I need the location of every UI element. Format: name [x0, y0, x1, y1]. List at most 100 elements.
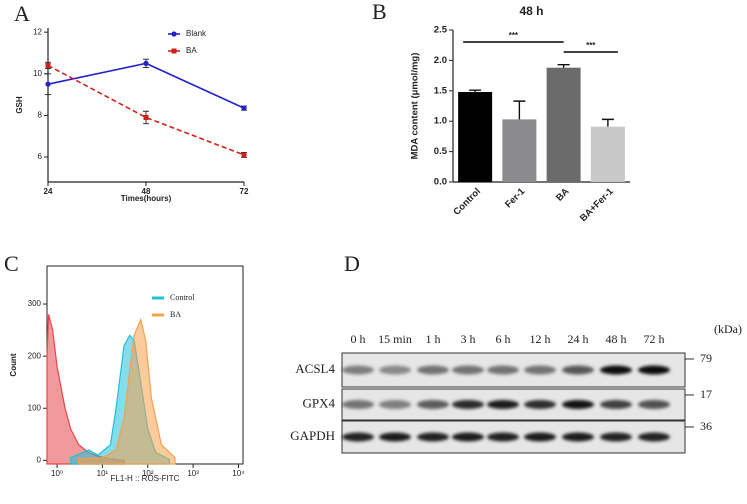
y-tick-label: 6	[38, 152, 43, 161]
significance-label: ***	[586, 41, 596, 50]
marker-label: 17	[700, 387, 712, 401]
y-tick-label: 12	[33, 27, 42, 36]
blot-band	[487, 365, 519, 375]
blot-band	[562, 432, 594, 442]
y-axis-title: GSH	[15, 96, 24, 114]
blot-band	[600, 432, 632, 442]
bar	[458, 92, 493, 182]
point	[241, 105, 247, 111]
x-axis-title: Times(hours)	[121, 194, 172, 203]
lane-label: 0 h	[351, 332, 366, 346]
lane-label: 1 h	[426, 332, 441, 346]
legend-marker	[171, 48, 177, 54]
marker-label: 79	[700, 351, 712, 365]
blot-band	[524, 400, 556, 409]
point	[143, 114, 149, 120]
y-tick-label: 0	[37, 455, 42, 464]
y-axis-title: Count	[9, 353, 18, 376]
blot-band	[379, 400, 411, 409]
lane-label: 12 h	[530, 332, 551, 346]
x-tick-label: 10⁴	[232, 469, 245, 478]
significance-label: ***	[509, 31, 519, 40]
legend-label: BA	[170, 310, 181, 319]
lane-label: 6 h	[496, 332, 511, 346]
x-tick-label: Fer-1	[503, 186, 528, 211]
x-tick-label: BA+Fer-1	[578, 186, 616, 224]
bar	[502, 119, 537, 182]
blot-band	[379, 365, 411, 375]
x-tick-label: 10⁰	[51, 469, 63, 478]
legend-marker	[171, 31, 177, 37]
blot-band	[524, 365, 556, 375]
y-tick-label: 300	[28, 299, 42, 308]
blot-band	[638, 365, 670, 375]
marker-label: 36	[700, 419, 712, 433]
blot-band	[452, 400, 484, 409]
line	[47, 64, 245, 156]
blot-band	[452, 365, 484, 375]
row-label: GAPDH	[290, 428, 335, 443]
legend-label: Blank	[186, 29, 207, 38]
point	[45, 81, 51, 87]
error-bar	[469, 89, 482, 93]
y-tick-label: 2.0	[434, 55, 447, 66]
blot-band	[342, 432, 374, 442]
error-bar	[557, 63, 570, 68]
x-tick-label: 72	[240, 187, 249, 196]
blot-band	[562, 365, 594, 375]
line	[47, 62, 245, 109]
blot-band	[638, 400, 670, 409]
blot-band	[417, 400, 449, 409]
blot-band	[600, 400, 632, 409]
panel-label: A	[14, 1, 30, 26]
blot-band	[342, 400, 374, 409]
y-tick-label: 200	[28, 351, 42, 360]
y-tick-label: 0.0	[434, 177, 447, 188]
y-axis-title: MDA content (μmol/mg)	[410, 53, 421, 160]
x-tick-label: 10²	[142, 469, 154, 478]
row-label: GPX4	[302, 395, 335, 410]
bar	[546, 67, 581, 182]
panel-label: D	[344, 251, 360, 276]
row-label: ACSL4	[295, 361, 335, 376]
blot-band	[417, 432, 449, 442]
x-tick-label: 24	[44, 187, 53, 196]
blot-band	[452, 432, 484, 442]
y-tick-label: 10	[33, 69, 42, 78]
point	[241, 152, 247, 158]
blot-band	[562, 400, 594, 409]
panel-label: B	[372, 0, 387, 24]
point	[143, 60, 149, 66]
blot-band	[600, 365, 632, 375]
point	[45, 62, 51, 68]
lane-label: 48 h	[606, 332, 627, 346]
y-tick-label: 1.5	[434, 85, 448, 96]
x-tick-label: 10¹	[97, 469, 109, 478]
legend-label: Control	[170, 293, 195, 302]
error-bar	[601, 118, 614, 127]
error-bar	[513, 100, 526, 120]
blot-band	[487, 432, 519, 442]
x-tick-label: BA	[554, 186, 572, 204]
y-tick-label: 2.5	[434, 25, 448, 36]
panel-label: C	[4, 251, 19, 276]
x-axis-title: FL1-H :: ROS-FITC	[111, 474, 180, 483]
blot-band	[524, 432, 556, 442]
blot-band	[487, 400, 519, 409]
x-tick-label: 10³	[187, 469, 199, 478]
lane-label: 15 min	[378, 332, 412, 346]
y-tick-label: 100	[28, 403, 42, 412]
histogram-area	[78, 317, 176, 465]
blot-band	[342, 365, 374, 375]
lane-label: 72 h	[644, 332, 665, 346]
y-tick-label: 8	[38, 111, 43, 120]
blot-band	[379, 432, 411, 442]
x-tick-label: Control	[451, 186, 483, 218]
lane-label: 3 h	[461, 332, 476, 346]
chart-title: 48 h	[519, 4, 543, 18]
y-tick-label: 1.0	[434, 116, 447, 127]
blot-band	[417, 365, 449, 375]
legend-label: BA	[186, 46, 197, 55]
x-tick-label: 48	[142, 187, 151, 196]
